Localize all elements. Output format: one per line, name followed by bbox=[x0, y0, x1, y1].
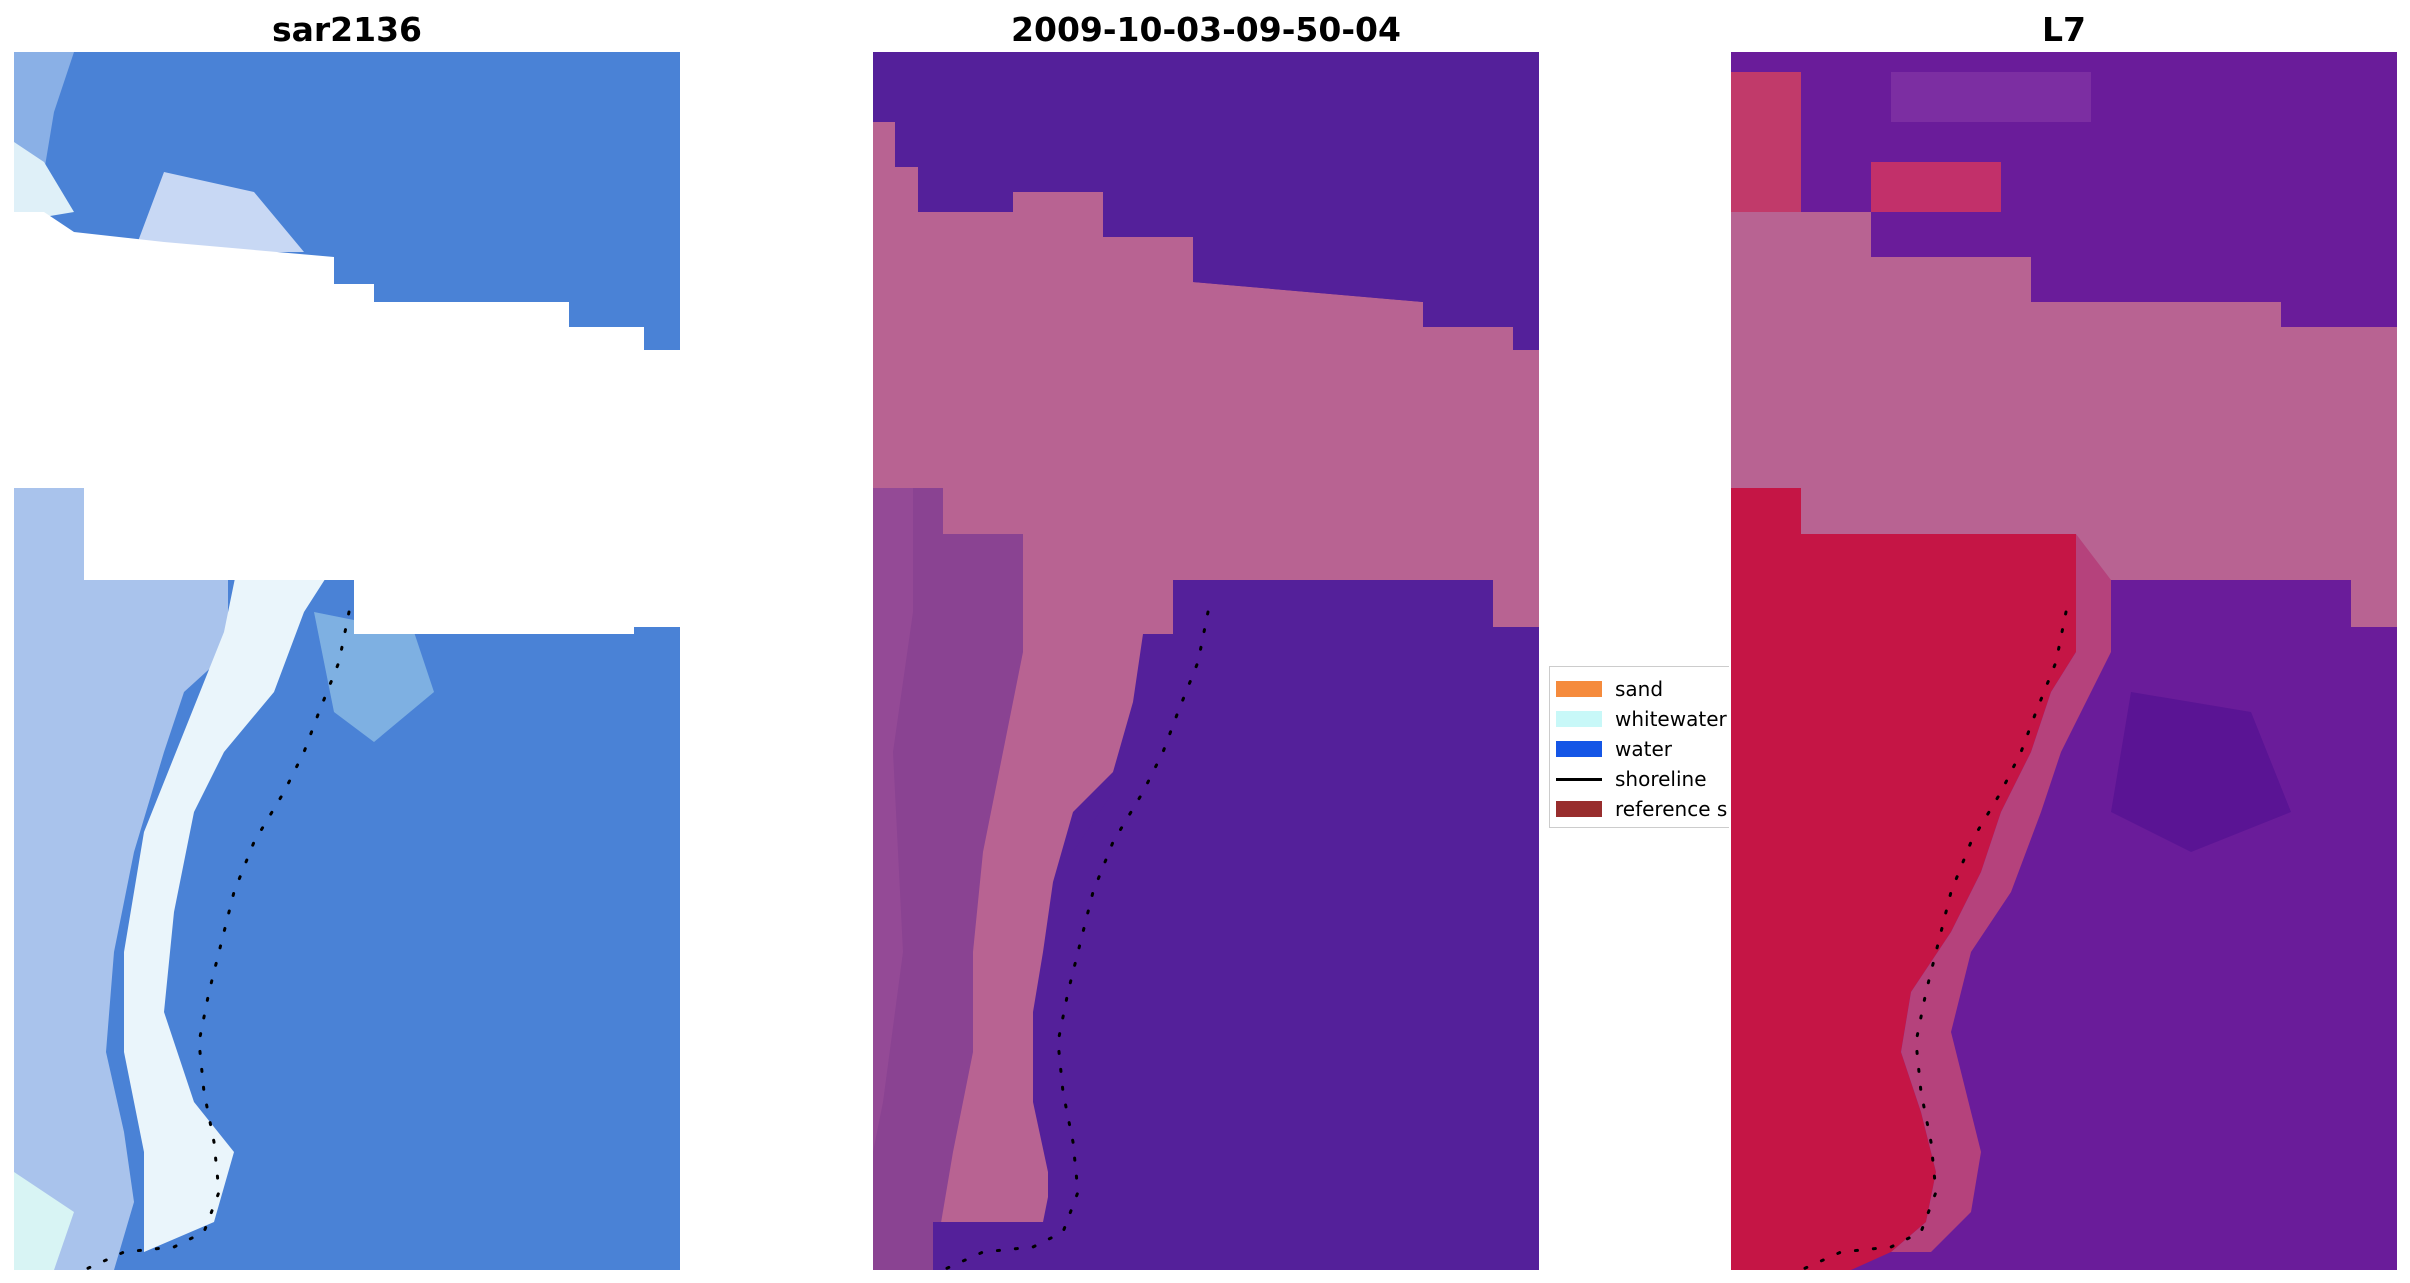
legend-label-shoreline: shoreline bbox=[1615, 767, 1707, 791]
legend-item-sand: sand bbox=[1550, 675, 1729, 703]
legend-label-sand: sand bbox=[1615, 677, 1664, 701]
legend-swatch-reference-shoreline bbox=[1556, 801, 1602, 817]
legend-swatch-whitewater bbox=[1556, 711, 1602, 727]
panel-title-center: 2009-10-03-09-50-04 bbox=[1011, 10, 1401, 49]
legend-swatch-water bbox=[1556, 741, 1602, 757]
panel-title-right: L7 bbox=[2042, 10, 2086, 49]
rgb-image bbox=[14, 52, 680, 1270]
legend-label-reference-shoreline: reference shoreline bbox=[1615, 797, 1729, 821]
legend-label-water: water bbox=[1615, 737, 1672, 761]
panel-title-left: sar2136 bbox=[271, 10, 423, 49]
legend-label-whitewater: whitewater bbox=[1615, 707, 1727, 731]
legend-item-reference-shoreline: reference shoreline bbox=[1550, 795, 1729, 823]
legend-item-whitewater: whitewater bbox=[1550, 705, 1729, 733]
index-image-panel bbox=[1731, 52, 2397, 1270]
legend: sand whitewater water shoreline referenc… bbox=[1549, 666, 1729, 828]
classified-image bbox=[873, 52, 1539, 1270]
legend-swatch-sand bbox=[1556, 681, 1602, 697]
classified-image-panel bbox=[873, 52, 1539, 1270]
index-image bbox=[1731, 52, 2397, 1270]
legend-item-shoreline: shoreline bbox=[1550, 765, 1729, 793]
rgb-image-panel bbox=[14, 52, 680, 1270]
legend-line-shoreline bbox=[1556, 778, 1602, 781]
legend-item-water: water bbox=[1550, 735, 1729, 763]
